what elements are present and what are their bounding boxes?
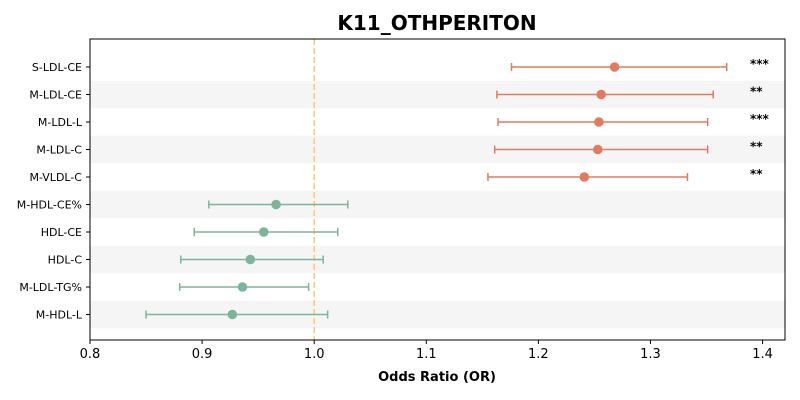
row-m-ldl-l: *** <box>497 112 770 127</box>
x-tick-label: 1.2 <box>528 347 549 362</box>
significance-label: ** <box>750 85 763 99</box>
row-s-ldl-ce: *** <box>510 57 770 72</box>
or-point <box>237 282 248 292</box>
row-m-vldl-c: ** <box>487 167 763 182</box>
row-m-ldl-tg- <box>178 282 310 292</box>
y-tick-label: M-HDL-CE% <box>17 199 82 212</box>
y-tick-label: M-LDL-TG% <box>19 281 82 294</box>
row-m-ldl-c: ** <box>493 140 763 155</box>
or-point <box>227 309 238 320</box>
plot-frame <box>89 38 786 341</box>
row-band <box>90 190 785 219</box>
or-point <box>596 89 606 100</box>
row-m-hdl-l <box>145 309 329 320</box>
row-hdl-ce <box>193 227 339 237</box>
x-tick-label: 0.9 <box>192 347 213 362</box>
y-tick-label: HDL-CE <box>41 226 82 239</box>
or-point <box>594 117 604 127</box>
row-bands <box>90 80 785 329</box>
x-tick-label: 1.3 <box>640 347 661 362</box>
y-tick-label: S-LDL-CE <box>32 61 82 74</box>
x-tick-label: 1.1 <box>416 347 437 362</box>
x-tick-label: 0.8 <box>80 347 101 362</box>
y-axis-ticks: S-LDL-CE M-LDL-CE M-LDL-L M-LDL-C M-VLDL-C M-… <box>17 61 90 322</box>
significance-label: ** <box>750 140 763 154</box>
x-tick-label: 1.0 <box>304 347 325 362</box>
or-point <box>271 199 281 210</box>
x-tick-label: 1.4 <box>752 347 773 362</box>
y-tick-label: M-LDL-C <box>36 144 82 157</box>
y-tick-label: M-HDL-L <box>36 309 83 322</box>
row-m-ldl-ce: ** <box>496 85 763 100</box>
significance-label: ** <box>750 167 763 181</box>
data-marks: ************ <box>145 57 770 320</box>
significance-label: *** <box>750 57 770 71</box>
y-tick-label: M-LDL-CE <box>29 89 82 102</box>
or-point <box>579 172 590 182</box>
y-tick-label: M-LDL-L <box>38 116 83 129</box>
row-hdl-c <box>180 254 324 265</box>
y-tick-label: HDL-C <box>48 254 83 267</box>
x-axis-ticks: 0.8 0.9 1.0 1.1 1.2 1.3 1.4 <box>80 340 773 362</box>
y-tick-label: M-VLDL-C <box>29 171 82 184</box>
or-point <box>592 144 603 155</box>
or-point <box>609 62 620 72</box>
chart-title: K11_OTHPERITON <box>337 11 536 35</box>
row-m-hdl-ce- <box>208 199 349 210</box>
or-point <box>245 254 256 265</box>
significance-label: *** <box>750 112 770 126</box>
x-axis-label: Odds Ratio (OR) <box>378 370 496 385</box>
or-point <box>258 227 269 237</box>
